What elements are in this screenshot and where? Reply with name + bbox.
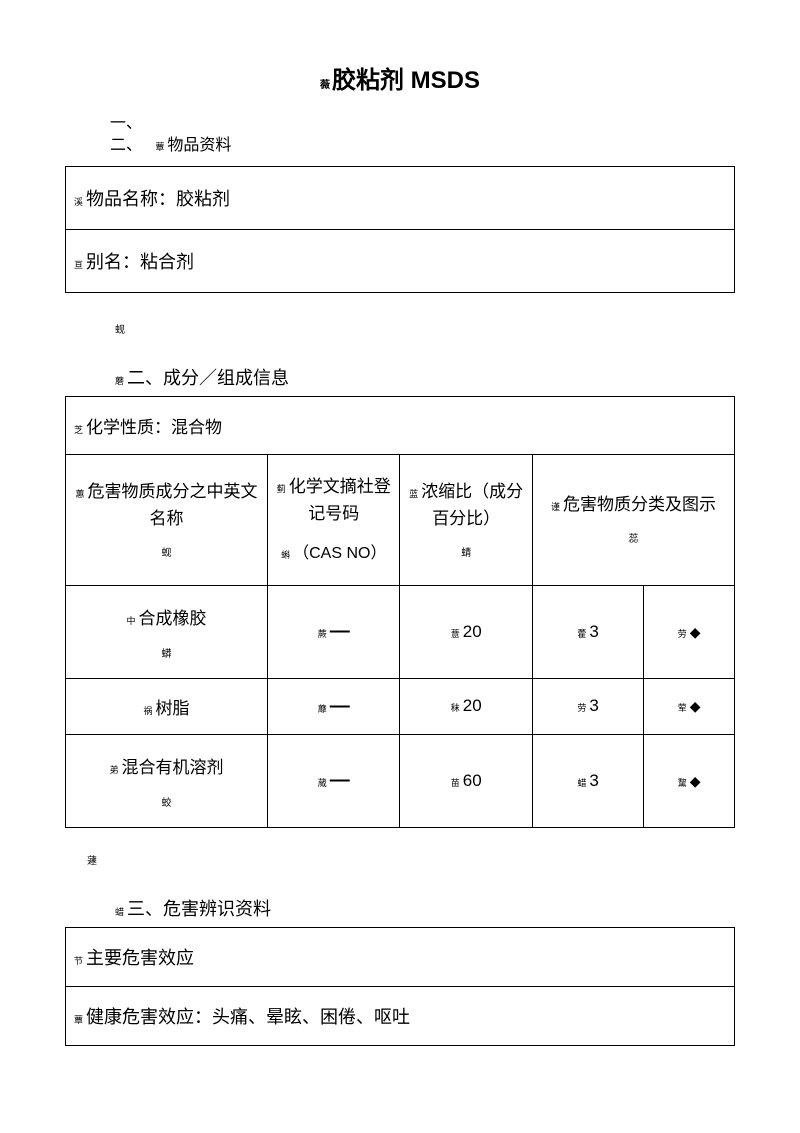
hazard-main-cell: 节主要危害效应: [66, 927, 735, 986]
cell: 蜡3: [532, 734, 643, 827]
section2-title: 蘑二、成分／组成信息: [115, 364, 735, 390]
cell: 祸树脂: [66, 678, 268, 734]
cell: 中合成橡胶 蟒: [66, 585, 268, 678]
cell: 苗60: [400, 734, 532, 827]
hazard-health-cell: 蕈健康危害效应：头痛、晕眩、困倦、呕吐: [66, 986, 735, 1045]
hazard-table: 节主要危害效应 蕈健康危害效应：头痛、晕眩、困倦、呕吐: [65, 927, 735, 1046]
composition-table: 芝化学性质：混合物 蕙危害物质成分之中英文名称 蚬 蓟化学文摘社登记号码 蝌（C…: [65, 396, 735, 828]
header-col2: 蓟化学文摘社登记号码 蝌（CAS NO）: [268, 454, 400, 585]
title-text: 胶粘剂 MSDS: [332, 67, 480, 94]
alias-cell: 亘别名：粘合剂: [66, 229, 735, 292]
cell: 蕨—: [268, 585, 400, 678]
table-row: 弟混合有机溶剂 蛟 蒇— 苗60 蜡3 黧◆: [66, 734, 735, 827]
cell: 荤◆: [644, 678, 735, 734]
table-row: 祸树脂 蘼— 秣20 劳3 荤◆: [66, 678, 735, 734]
header-col4: 谨危害物质分类及图示 蕊: [532, 454, 734, 585]
list-item-1: 一、: [110, 113, 735, 135]
cell: 薏20: [400, 585, 532, 678]
cell: 蘼—: [268, 678, 400, 734]
table-row: 中合成橡胶 蟒 蕨— 薏20 藿3 劳◆: [66, 585, 735, 678]
list-item-2: 二、 蕈物品资料: [110, 135, 735, 157]
cell: 藿3: [532, 585, 643, 678]
product-info-table: 溪物品名称：胶粘剂 亘别名：粘合剂: [65, 166, 735, 293]
spacer1: 蚬: [115, 321, 735, 336]
cell: 秣20: [400, 678, 532, 734]
section1-header: 一、 二、 蕈物品资料: [110, 113, 735, 158]
cell: 弟混合有机溶剂 蛟: [66, 734, 268, 827]
title-prefix: 薇: [320, 80, 330, 91]
spacer2: 蘧: [87, 852, 735, 867]
document-title: 薇胶粘剂 MSDS: [65, 60, 735, 95]
header-col3: 蓝浓缩比（成分百分比） 蜻: [400, 454, 532, 585]
table-header-row: 蕙危害物质成分之中英文名称 蚬 蓟化学文摘社登记号码 蝌（CAS NO） 蓝浓缩…: [66, 454, 735, 585]
chemistry-cell: 芝化学性质：混合物: [66, 396, 735, 454]
cell: 黧◆: [644, 734, 735, 827]
cell: 劳3: [532, 678, 643, 734]
cell: 蒇—: [268, 734, 400, 827]
product-name-cell: 溪物品名称：胶粘剂: [66, 166, 735, 229]
header-col1: 蕙危害物质成分之中英文名称 蚬: [66, 454, 268, 585]
cell: 劳◆: [644, 585, 735, 678]
section3-title: 蜡三、危害辨识资料: [115, 895, 735, 921]
